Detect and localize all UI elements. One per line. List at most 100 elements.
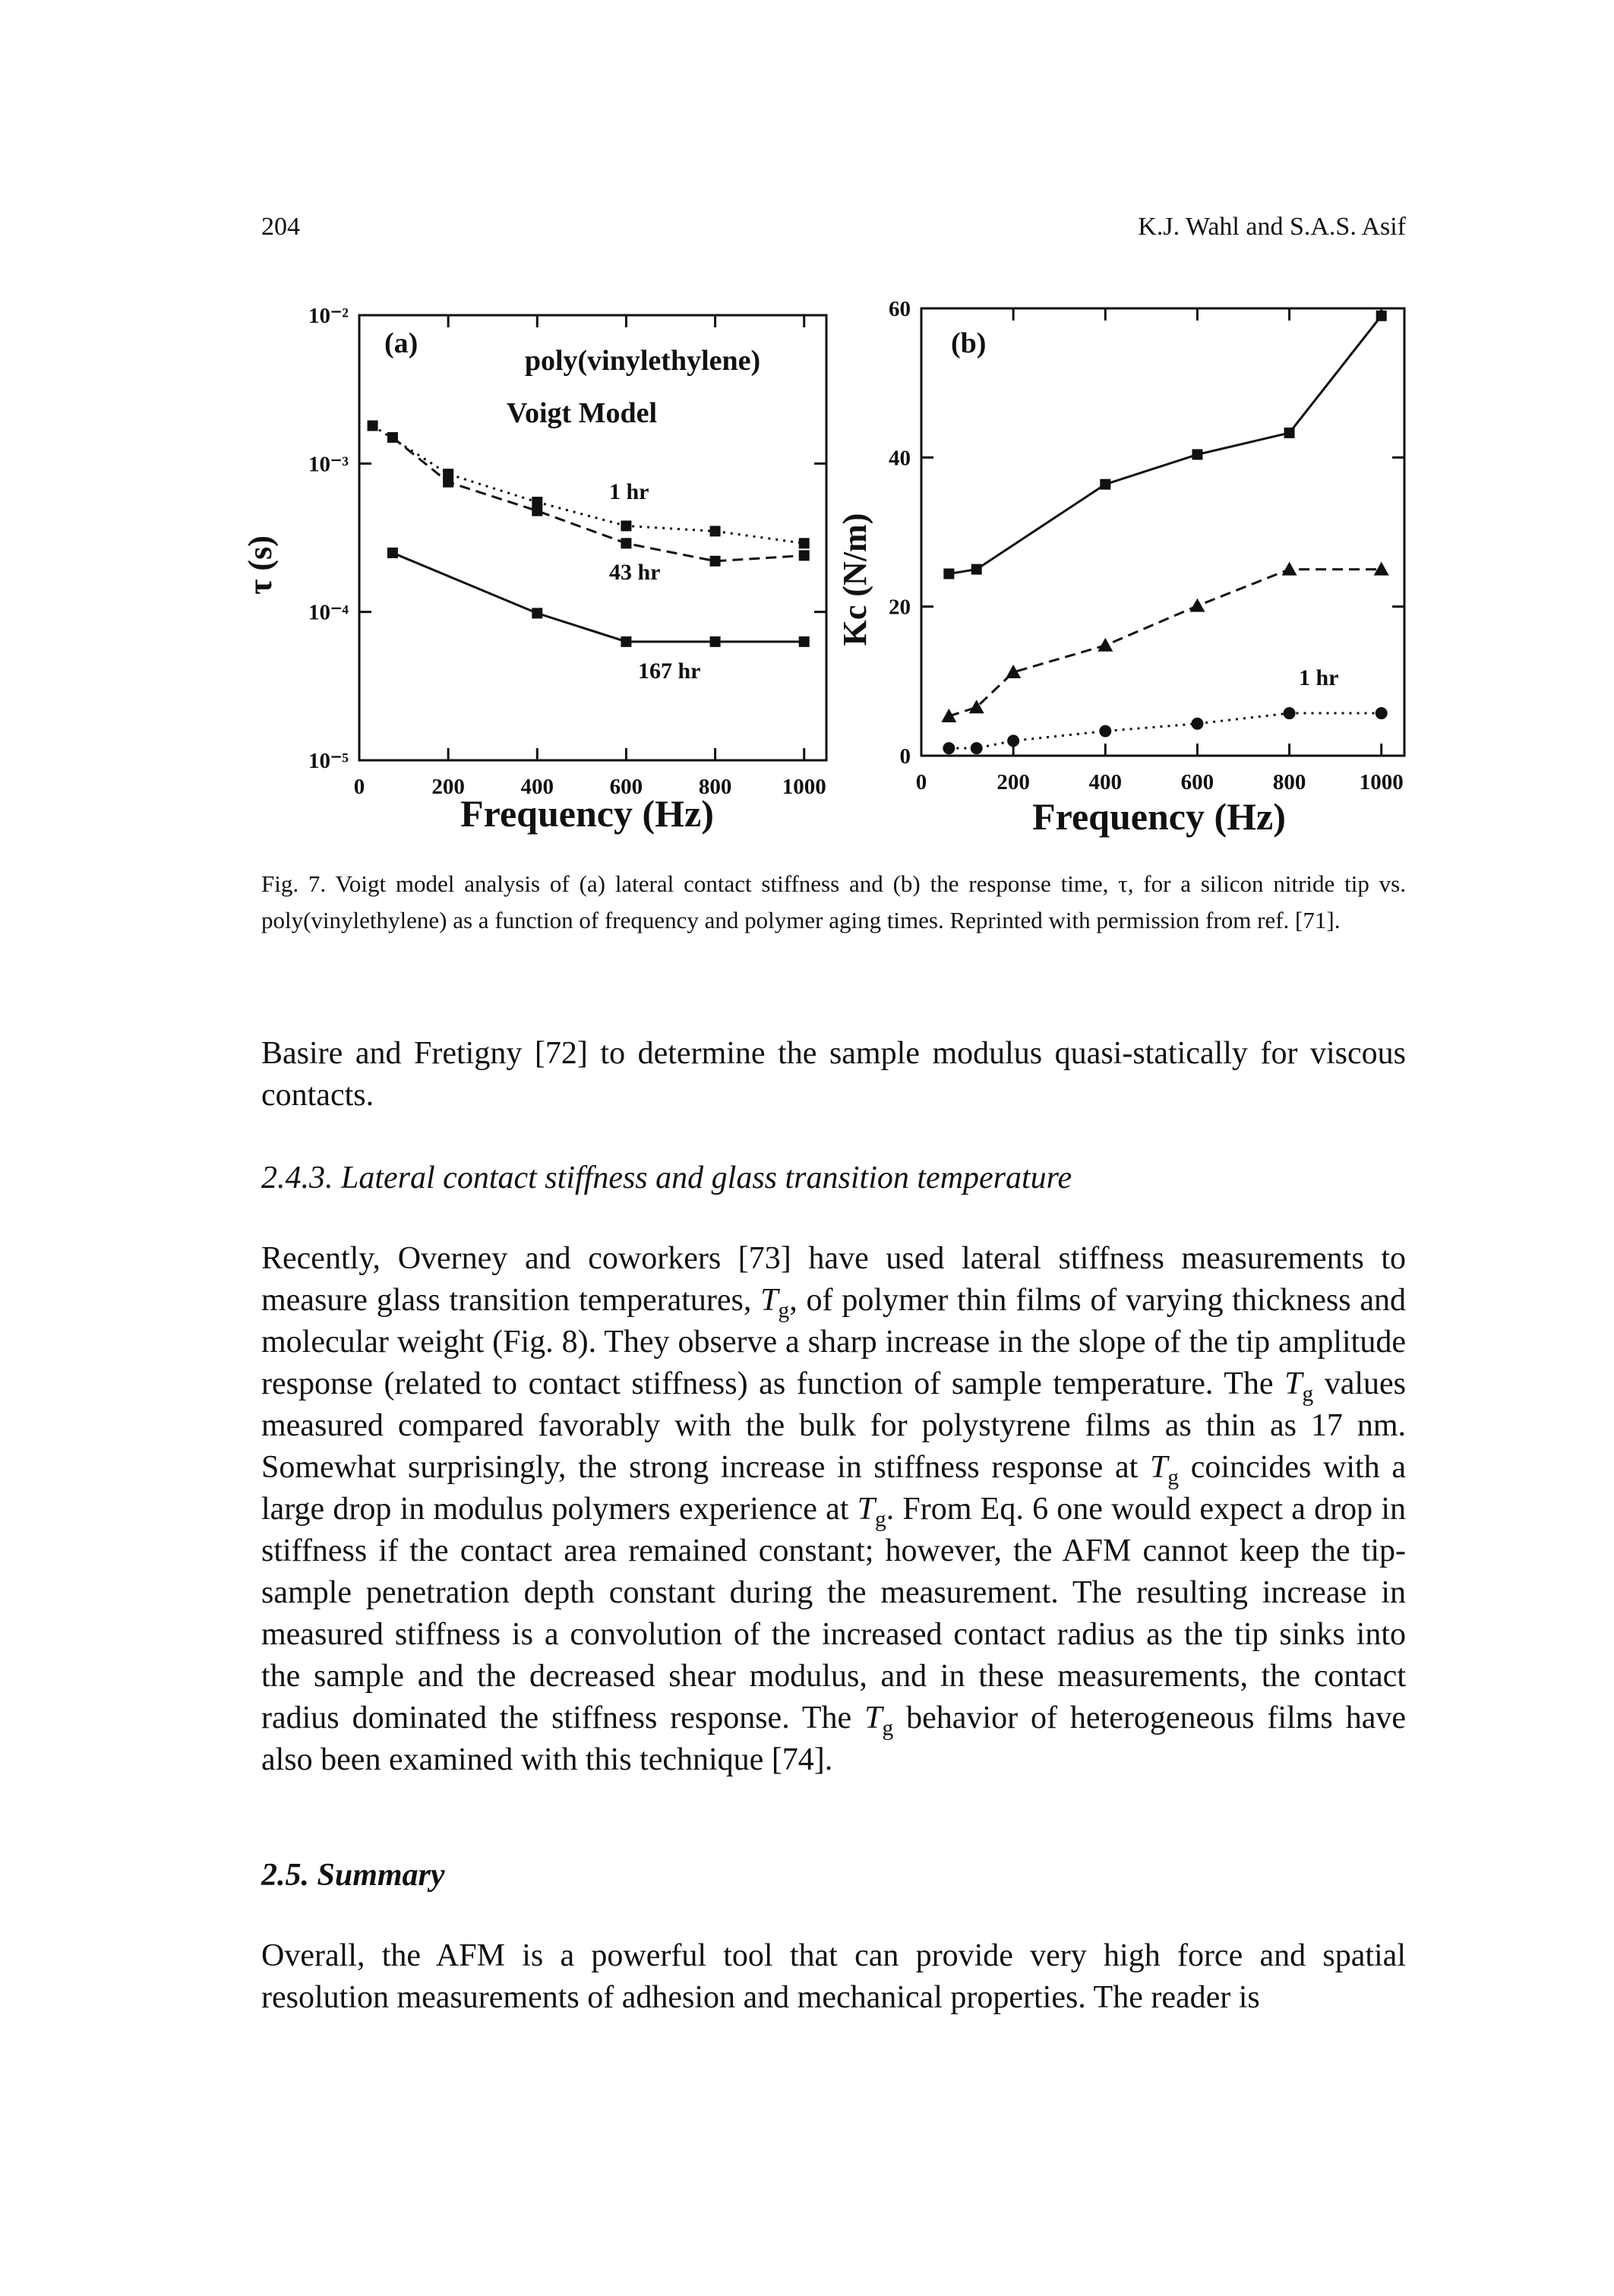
marker bbox=[621, 636, 632, 647]
marker bbox=[621, 520, 632, 532]
text-run: Recently, Overney and coworkers [73] hav… bbox=[261, 1241, 1406, 1318]
symbol: g bbox=[1167, 1465, 1180, 1490]
marker bbox=[941, 708, 957, 722]
x-tick-label: 1000 bbox=[1360, 770, 1404, 794]
x-axis-label: Frequency (Hz) bbox=[460, 792, 714, 835]
marker bbox=[1284, 427, 1295, 438]
marker bbox=[1373, 561, 1389, 576]
y-axis-label: τ (s) bbox=[242, 535, 279, 595]
y-tick-label: 40 bbox=[889, 446, 911, 470]
text-run: . From Eq. 6 one would expect a drop in … bbox=[261, 1492, 1406, 1735]
page-number: 204 bbox=[261, 213, 300, 241]
plot-frame bbox=[358, 314, 828, 762]
marker bbox=[532, 608, 543, 619]
marker bbox=[1099, 725, 1112, 737]
marker bbox=[798, 538, 810, 549]
series-line bbox=[392, 551, 804, 643]
symbol: T bbox=[1284, 1366, 1303, 1401]
y-tick-label: 60 bbox=[889, 297, 911, 321]
section-heading: 2.5. Summary bbox=[261, 1858, 445, 1893]
marker bbox=[1376, 310, 1387, 321]
text-run: values measured compared favorably with … bbox=[261, 1366, 1407, 1485]
text-run: , of polymer thin films of varying thick… bbox=[261, 1283, 1406, 1401]
panel-label: (b) bbox=[951, 327, 986, 359]
symbol: T bbox=[1149, 1450, 1168, 1485]
symbol: T bbox=[857, 1492, 875, 1527]
symbol: g bbox=[882, 1716, 894, 1741]
figure-caption: Fig. 7. Voigt model analysis of (a) late… bbox=[261, 870, 1406, 933]
series-label: 1 hr bbox=[609, 479, 649, 504]
marker bbox=[798, 550, 810, 561]
marker bbox=[532, 505, 543, 516]
text-run: Basire and Fretigny [72] to determine th… bbox=[261, 1036, 1406, 1113]
annotation: poly(vinylethylene) bbox=[525, 345, 760, 377]
series-label: 43 hr bbox=[609, 560, 661, 585]
marker bbox=[968, 700, 984, 714]
y-tick-label: 10⁻² bbox=[308, 304, 349, 328]
marker bbox=[971, 564, 982, 575]
y-axis-label: Kc (N/m) bbox=[836, 513, 873, 646]
series-line bbox=[391, 436, 804, 563]
marker bbox=[709, 526, 721, 537]
text-run: behavior of heterogeneous films have als… bbox=[261, 1701, 1406, 1777]
symbol: T bbox=[760, 1283, 779, 1318]
x-tick-label: 800 bbox=[1273, 770, 1306, 794]
paragraph: Basire and Fretigny [72] to determine th… bbox=[261, 1033, 1406, 1116]
marker bbox=[1192, 449, 1203, 460]
symbol: T bbox=[864, 1701, 883, 1735]
symbol: g bbox=[875, 1507, 886, 1532]
marker bbox=[532, 497, 543, 508]
plot-frame bbox=[920, 307, 1406, 757]
text-run: Overall, the AFM is a powerful tool that… bbox=[261, 1938, 1406, 2015]
marker bbox=[970, 742, 983, 755]
series-label: 1 hr bbox=[1299, 665, 1339, 690]
marker bbox=[443, 469, 454, 480]
marker bbox=[1007, 734, 1020, 747]
x-tick-label: 1000 bbox=[782, 775, 826, 799]
y-tick-label: 10⁻³ bbox=[308, 452, 349, 476]
x-tick-label: 600 bbox=[610, 775, 643, 799]
x-tick-label: 200 bbox=[997, 770, 1030, 794]
marker bbox=[443, 476, 454, 488]
text-run: coincides with a large drop in modulus p… bbox=[261, 1450, 1407, 1527]
x-tick-label: 0 bbox=[354, 775, 365, 799]
annotation: Voigt Model bbox=[507, 397, 657, 429]
marker bbox=[621, 538, 632, 549]
marker bbox=[387, 547, 398, 558]
y-tick-label: 20 bbox=[889, 595, 911, 620]
x-axis-label: Frequency (Hz) bbox=[1032, 795, 1286, 838]
marker bbox=[1100, 478, 1111, 490]
marker bbox=[943, 742, 955, 755]
marker bbox=[709, 555, 721, 567]
running-head: K.J. Wahl and S.A.S. Asif bbox=[1138, 213, 1406, 241]
series-line bbox=[371, 425, 804, 545]
y-tick-label: 10⁻⁵ bbox=[308, 749, 349, 773]
y-tick-label: 0 bbox=[900, 744, 911, 769]
marker bbox=[1283, 707, 1296, 720]
marker bbox=[387, 431, 398, 443]
marker bbox=[798, 636, 810, 647]
symbol: g bbox=[1302, 1382, 1314, 1407]
x-tick-label: 600 bbox=[1181, 770, 1214, 794]
x-tick-label: 200 bbox=[431, 775, 465, 799]
figure: 10⁻⁵10⁻⁴10⁻³10⁻²0 200 400 600 800 1000Frequen… bbox=[242, 297, 1406, 838]
marker bbox=[1281, 561, 1297, 576]
series-line bbox=[949, 314, 1382, 575]
marker bbox=[1098, 637, 1113, 652]
panel-label: (a) bbox=[384, 327, 418, 359]
marker bbox=[1191, 717, 1204, 730]
paragraph: Overall, the AFM is a powerful tool that… bbox=[261, 1935, 1406, 2019]
symbol: g bbox=[778, 1298, 790, 1323]
x-tick-label: 400 bbox=[521, 775, 554, 799]
section-heading: 2.4.3. Lateral contact stiffness and gla… bbox=[261, 1161, 1072, 1195]
x-tick-label: 800 bbox=[699, 775, 732, 799]
x-tick-label: 400 bbox=[1089, 770, 1123, 794]
marker bbox=[1375, 707, 1388, 720]
series-line bbox=[948, 568, 1382, 718]
marker bbox=[943, 568, 955, 580]
series-label: 167 hr bbox=[638, 658, 701, 684]
marker bbox=[367, 420, 378, 431]
y-tick-label: 10⁻⁴ bbox=[308, 601, 349, 625]
marker bbox=[1189, 598, 1205, 612]
